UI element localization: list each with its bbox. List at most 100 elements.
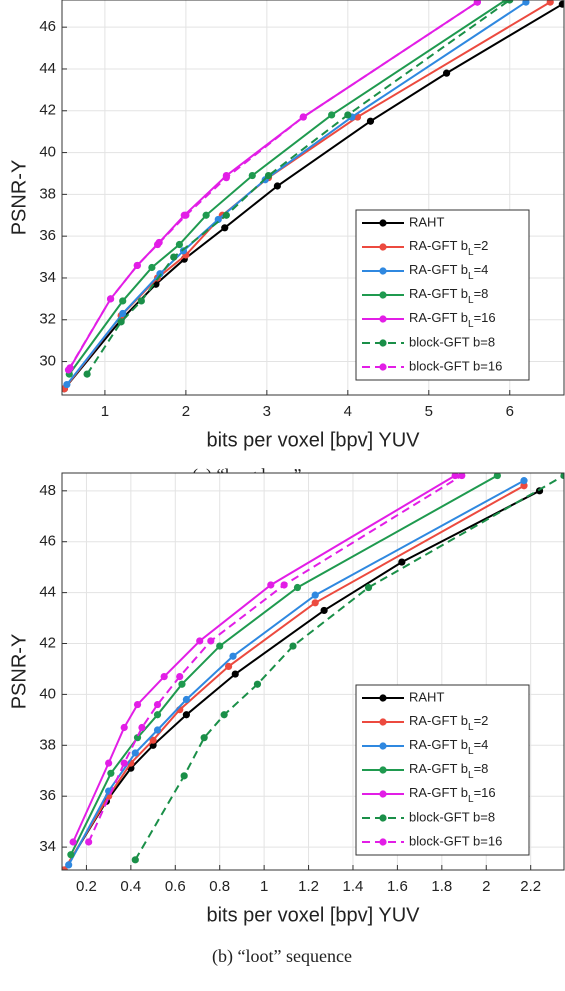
series-line <box>134 474 564 861</box>
data-point <box>220 711 228 719</box>
plot-frame <box>61 0 565 396</box>
legend-label: RA-GFT bL=4 <box>409 737 488 757</box>
y-tick-label: 46 <box>39 533 56 550</box>
data-point <box>289 642 297 650</box>
data-point <box>196 637 204 645</box>
data-point <box>120 723 128 732</box>
plot-frame <box>61 472 565 871</box>
y-tick-label: 44 <box>39 60 56 77</box>
data-point <box>107 769 115 777</box>
legend-marker <box>379 267 387 275</box>
y-tick-label: 32 <box>39 311 56 328</box>
x-tick-label: 1 <box>260 878 268 895</box>
data-point <box>442 69 451 77</box>
data-point <box>65 861 73 869</box>
legend-marker <box>379 838 387 846</box>
data-point <box>280 581 288 589</box>
series-line <box>68 0 507 375</box>
x-tick-label: 1 <box>101 403 109 420</box>
data-point <box>180 772 188 780</box>
data-point <box>364 583 373 592</box>
data-point <box>366 117 375 125</box>
y-axis-label: PSNR-Y <box>8 160 30 236</box>
data-point <box>222 174 230 182</box>
legend-marker <box>379 291 387 299</box>
series-line <box>70 474 498 856</box>
data-point <box>105 759 113 767</box>
legend: RAHT RA-GFT bL=2 RA-GFT bL=4 RA-GFT bL=8 RA-… <box>355 684 530 856</box>
series-line <box>86 0 511 375</box>
series-layer <box>62 473 564 870</box>
y-tick-label: 34 <box>39 838 56 855</box>
data-point <box>64 366 73 374</box>
data-point <box>137 297 145 305</box>
chart: 0.2 0.4 0.6 0.8 1 1.2 1.4 1.6 1.8 2 2.2 34 36 38 40 42 4… <box>8 472 565 967</box>
legend-label: RA-GFT bL=4 <box>409 262 488 282</box>
data-point <box>311 591 319 599</box>
data-point <box>176 672 184 681</box>
legend-label: RA-GFT bL=16 <box>409 785 496 805</box>
data-point <box>522 0 530 6</box>
data-point <box>229 652 237 660</box>
data-point <box>231 670 239 678</box>
y-tick-label: 34 <box>39 269 56 286</box>
data-point <box>560 473 564 480</box>
data-point <box>202 211 210 219</box>
y-tick-label: 46 <box>39 18 56 35</box>
data-point <box>398 558 406 566</box>
y-tick-label: 42 <box>39 634 56 651</box>
data-point <box>311 599 319 607</box>
legend: RAHT RA-GFT bL=2 RA-GFT bL=4 RA-GFT bL=8 RA-… <box>355 209 530 381</box>
data-point <box>293 583 302 592</box>
data-point <box>506 0 514 4</box>
legend-marker <box>379 814 387 822</box>
legend-label: RAHT <box>409 689 444 704</box>
data-point <box>119 309 127 318</box>
x-tick-label: 0.8 <box>209 878 230 895</box>
data-point <box>267 581 275 589</box>
data-point <box>117 318 125 326</box>
data-point <box>344 111 352 119</box>
legend-marker <box>379 766 387 774</box>
data-point <box>63 380 71 389</box>
data-point <box>458 473 466 480</box>
data-point <box>138 723 146 732</box>
data-point <box>131 856 139 864</box>
data-point <box>170 253 178 261</box>
series-line <box>87 474 463 843</box>
legend-label: RA-GFT bL=2 <box>409 713 488 733</box>
legend-label: block-GFT b=8 <box>409 809 495 824</box>
data-point <box>131 749 139 757</box>
legend-label: RA-GFT bL=2 <box>409 238 488 258</box>
data-point <box>133 700 142 709</box>
data-point <box>153 700 162 709</box>
legend-marker <box>379 339 387 347</box>
data-point <box>148 263 156 272</box>
legend-label: RA-GFT bL=8 <box>409 761 488 781</box>
legend-marker <box>379 315 387 323</box>
x-tick-label: 2 <box>482 878 490 895</box>
caption: (b) “loot” sequence <box>212 946 352 967</box>
series-line <box>66 1 527 386</box>
data-point <box>207 637 215 645</box>
legend-marker <box>379 742 387 750</box>
data-point <box>120 759 128 767</box>
x-tick-label: 1.6 <box>387 878 408 895</box>
legend-marker <box>379 718 387 726</box>
x-tick-label: 2 <box>182 403 190 420</box>
data-point <box>253 680 262 688</box>
legend-label: block-GFT b=16 <box>409 833 502 848</box>
data-point <box>264 171 273 180</box>
y-tick-label: 30 <box>39 353 56 370</box>
x-tick-label: 0.2 <box>76 878 97 895</box>
legend-label: block-GFT b=8 <box>409 334 495 349</box>
data-point <box>182 711 190 719</box>
y-tick-label: 40 <box>39 144 56 161</box>
x-tick-label: 0.6 <box>165 878 186 895</box>
data-point <box>473 0 481 6</box>
y-tick-label: 36 <box>39 227 56 244</box>
y-tick-label: 48 <box>39 482 56 499</box>
legend-marker <box>379 790 387 798</box>
x-tick-label: 6 <box>506 403 514 420</box>
